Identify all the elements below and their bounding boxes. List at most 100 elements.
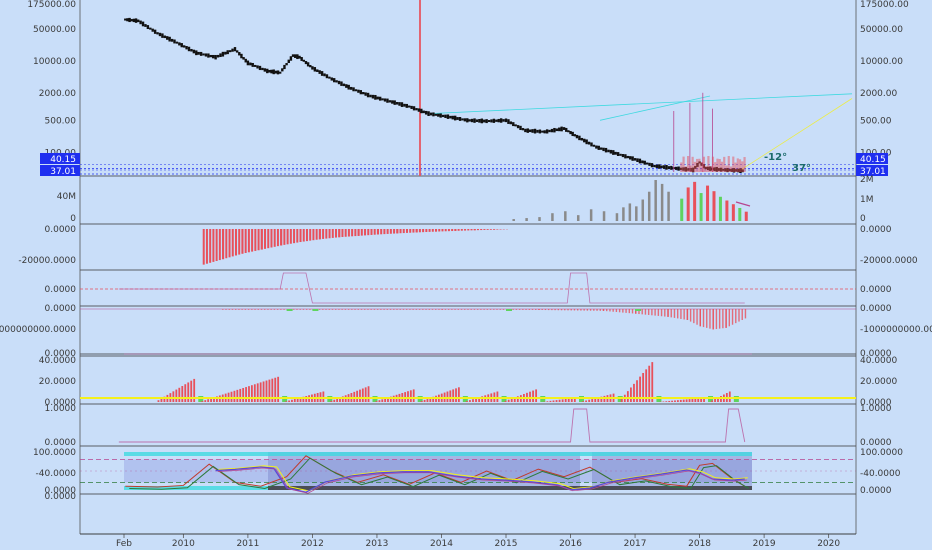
osc2-bar — [389, 309, 392, 310]
counter-bar — [384, 398, 387, 402]
price-candle — [524, 128, 527, 133]
osc1-bar — [370, 229, 373, 235]
price-candle — [224, 51, 227, 55]
volume-tick-right: 2M — [860, 175, 874, 185]
price-candle — [178, 42, 181, 46]
price-candle — [153, 29, 157, 34]
osc2-bar — [283, 309, 285, 310]
osc2-bar — [635, 309, 637, 314]
counter-bar — [582, 401, 584, 402]
price-candle — [144, 24, 147, 27]
osc1-bar — [273, 229, 276, 247]
osc2-bar — [322, 309, 324, 310]
counter-bar — [378, 400, 381, 402]
osc1-bar — [470, 229, 473, 231]
x-axis-label: 2015 — [495, 539, 518, 549]
price-candle — [182, 45, 186, 48]
price-candle — [565, 127, 568, 132]
counter-bar — [213, 397, 215, 402]
counter-bar — [423, 399, 426, 402]
price-candle — [291, 54, 295, 57]
price-candle — [202, 53, 205, 56]
osc1-tick-left: -20000.0000 — [18, 256, 76, 266]
counter-bar — [353, 391, 356, 402]
counter-bar — [626, 391, 629, 402]
price-candle — [240, 53, 243, 59]
price-candle — [128, 17, 131, 23]
price-candle — [531, 129, 534, 133]
counter-bar — [504, 400, 507, 402]
stoch-top-band — [124, 452, 752, 456]
osc2-bar — [660, 309, 663, 317]
price-candle — [235, 50, 239, 53]
counter-bar — [248, 386, 250, 402]
osc1-bar — [489, 229, 492, 230]
price-candle — [242, 57, 245, 60]
counter-bar — [253, 384, 256, 402]
osc2-flag — [506, 309, 513, 311]
osc1-bar — [296, 229, 299, 243]
price-candle — [429, 112, 433, 116]
osc1-bar — [218, 229, 221, 261]
trendline — [599, 95, 711, 121]
counter-bar — [239, 388, 242, 402]
osc2-bar — [631, 309, 634, 314]
osc2-bar — [596, 309, 598, 311]
counter-bar — [412, 389, 415, 402]
osc2-bar — [589, 309, 592, 311]
price-candle — [449, 115, 452, 119]
osc1-bar — [393, 229, 396, 234]
x-axis-label: 2017 — [624, 539, 647, 549]
price-candle — [364, 92, 367, 96]
osc1-bar — [483, 229, 486, 230]
counter-bar — [364, 387, 367, 402]
price-candle — [650, 163, 654, 168]
price-candle — [371, 94, 375, 99]
price-candle — [285, 63, 288, 66]
counter-bar — [573, 397, 576, 402]
price-candle — [126, 18, 129, 22]
price-candle — [163, 35, 167, 39]
price-volume-overlay — [698, 158, 701, 172]
osc2-bar — [686, 309, 689, 320]
osc1-bar — [335, 229, 338, 238]
osc1-bar — [486, 229, 489, 230]
counter-bar — [651, 362, 654, 402]
price-candle — [369, 94, 372, 98]
price-candle — [456, 117, 459, 120]
volume-bar — [551, 213, 554, 221]
counter-bar — [361, 388, 364, 402]
price-candle — [653, 164, 656, 168]
counter-tick-left: 40.0000 — [39, 356, 76, 366]
osc2-bar — [425, 309, 427, 310]
price-candle — [238, 52, 241, 56]
price-volume-overlay — [725, 165, 728, 172]
osc2-bar — [647, 309, 650, 315]
price-candle — [345, 84, 348, 88]
price-candle — [558, 127, 561, 132]
counter-tick-right: 40.0000 — [860, 356, 897, 366]
price-candle — [614, 151, 617, 155]
osc2-bar — [415, 309, 418, 310]
osc2-bar — [338, 309, 340, 310]
price-candle — [386, 98, 389, 103]
price-badge-right — [856, 165, 888, 176]
counter-bar — [510, 398, 513, 402]
osc2-bar — [347, 309, 350, 310]
osc2-bar — [554, 309, 556, 311]
stoch-d-line — [129, 457, 750, 490]
osc2-bar — [328, 309, 330, 310]
price-candle — [509, 121, 513, 125]
osc1-bar — [496, 229, 499, 230]
price-candle — [130, 19, 133, 22]
counter-bar — [356, 390, 359, 402]
price-candle — [658, 164, 661, 169]
counter-bar — [449, 390, 452, 402]
angle-annotation: -12° — [764, 152, 787, 163]
osc1-bar — [264, 229, 267, 249]
price-candle — [643, 160, 646, 165]
price-candle — [192, 49, 196, 54]
osc2-bar — [244, 309, 247, 310]
